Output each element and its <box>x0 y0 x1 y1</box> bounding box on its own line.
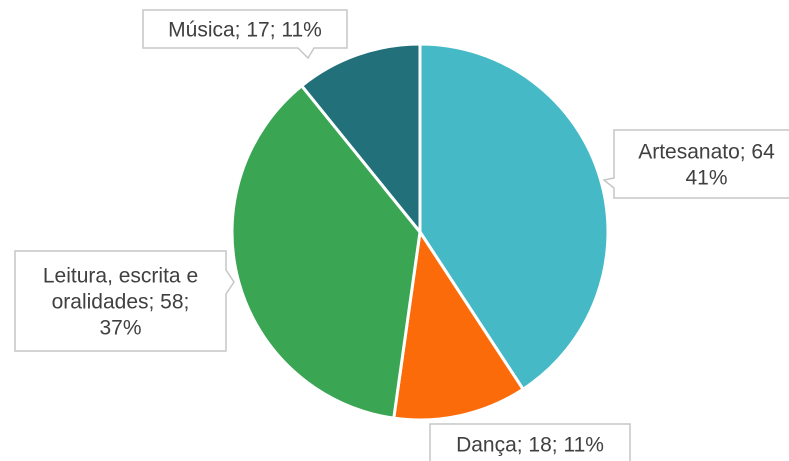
data-label-text: 41% <box>685 166 727 189</box>
data-label-box <box>14 250 235 352</box>
data-label-text: Música; 17; 11% <box>168 18 322 41</box>
data-label-text: Leitura, escrita e <box>43 264 198 287</box>
data-label-text: oralidades; 58; <box>52 290 190 313</box>
data-label-danca: Dança; 18; 11% <box>429 423 631 461</box>
pie-slice-danca <box>392 227 526 422</box>
slices-layer <box>230 42 610 422</box>
data-label-text: 37% <box>99 316 141 339</box>
pie-slice-musica <box>299 42 422 237</box>
data-label-musica: Música; 17; 11% <box>142 9 348 60</box>
data-label-box <box>602 129 789 199</box>
data-label-text: Artesanato; 64 <box>638 140 775 163</box>
data-label-leitura-escrita-e-oralidades: Leitura, escrita e oralidades; 58; 37% <box>14 250 235 352</box>
data-label-text: Dança; 18; 11% <box>456 433 604 456</box>
data-label-box <box>142 9 348 60</box>
pie-slice-leitura-escrita-e-oralidades <box>230 83 422 420</box>
data-labels-layer: Artesanato; 64 41% Dança; 18; 11% Leitura, … <box>14 9 789 461</box>
data-label-box <box>429 423 631 461</box>
data-label-artesanato: Artesanato; 64 41% <box>602 129 789 199</box>
